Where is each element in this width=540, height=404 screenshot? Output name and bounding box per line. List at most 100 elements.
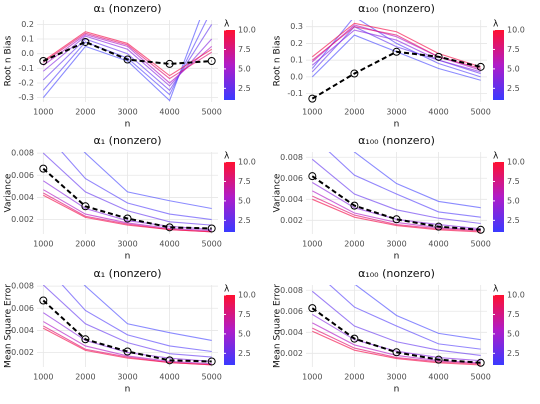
x-tick-label: 3000 <box>117 373 137 382</box>
colorbar-tick-label: 7.5 <box>507 177 520 186</box>
x-tick-label: 3000 <box>117 108 137 117</box>
y-tick-label: 0.002 <box>11 348 34 357</box>
y-tick-label: 0.002 <box>280 349 303 358</box>
colorbar <box>493 295 504 365</box>
y-tick-label: 0.1 <box>290 56 303 65</box>
colorbar-tick-label: 7.5 <box>238 310 251 319</box>
x-axis-label: n <box>125 252 131 262</box>
point <box>123 347 132 356</box>
y-axis-label: Variance <box>4 173 14 212</box>
colorbar <box>224 162 235 232</box>
colorbar-title: λ <box>493 20 499 30</box>
y-tick-label: 0.008 <box>11 149 34 158</box>
y-tick-label: 0.006 <box>11 304 34 313</box>
x-axis-label: n <box>394 252 400 262</box>
colorbar-tick-label: 5.0 <box>238 196 251 205</box>
x-tick-label: 4000 <box>159 373 179 382</box>
y-tick-label: 0.2 <box>21 20 34 29</box>
colorbar-tick-label: 2.5 <box>507 84 520 93</box>
point <box>350 334 359 343</box>
colorbar-tick-label: 2.5 <box>507 349 520 358</box>
series-line <box>312 182 481 230</box>
y-tick-label: 0.0 <box>21 49 34 58</box>
y-tick-label: 0.006 <box>280 307 303 316</box>
point <box>207 357 216 366</box>
x-tick-label: 4000 <box>159 108 179 117</box>
plot-area <box>42 20 213 102</box>
x-tick-label: 3000 <box>386 240 406 249</box>
colorbar-tick-label: 10.0 <box>238 26 256 35</box>
series-line <box>83 152 212 210</box>
y-tick-label: 0.0 <box>290 72 303 81</box>
series-line <box>311 50 481 100</box>
panel-title: α₁ (nonzero) <box>94 267 162 280</box>
y-axis-label: Mean Square Error <box>273 284 283 368</box>
y-tick-label: 0.008 <box>280 153 303 162</box>
x-tick-label: 1000 <box>33 373 53 382</box>
colorbar <box>493 162 504 232</box>
series-line <box>354 285 481 341</box>
series-line <box>312 198 481 233</box>
x-tick-label: 1000 <box>33 108 53 117</box>
y-tick-label: -0.3 <box>18 93 34 102</box>
colorbar-tick-label: 10.0 <box>238 291 256 300</box>
series-line <box>311 175 481 231</box>
series-line <box>43 321 212 365</box>
x-tick-label: 3000 <box>386 373 406 382</box>
panel-title: α₁₀₀ (nonzero) <box>358 2 435 15</box>
point <box>39 164 48 173</box>
colorbar-title: λ <box>224 285 230 295</box>
x-axis-label: n <box>394 120 400 130</box>
x-tick-label: 5000 <box>202 240 222 249</box>
colorbar-tick-label: 5.0 <box>238 329 251 338</box>
point <box>207 57 216 65</box>
x-axis-label: n <box>125 120 131 130</box>
series-line <box>311 307 481 364</box>
x-tick-label: 5000 <box>202 373 222 382</box>
panel: α₁₀₀ (nonzero) n Root n Bias -0.1 0.0 0.1 0.2 0… <box>273 2 525 130</box>
colorbar-tick-label: 2.5 <box>238 84 251 93</box>
y-tick-label: 0.1 <box>21 35 34 44</box>
series-line <box>311 158 481 225</box>
colorbar <box>224 30 235 100</box>
x-tick-label: 1000 <box>302 240 322 249</box>
x-tick-label: 2000 <box>75 373 95 382</box>
point <box>434 355 443 364</box>
y-tick-label: 0.006 <box>280 174 303 183</box>
y-tick-label: 0.004 <box>11 326 34 335</box>
colorbar-tick-label: 2.5 <box>238 349 251 358</box>
series-line <box>312 330 481 366</box>
panel: α₁ (nonzero) n Variance 0.002 0.004 0.006 0.00… <box>4 134 256 262</box>
point <box>392 348 401 357</box>
series-line <box>311 22 481 68</box>
panel-title: α₁ (nonzero) <box>94 134 162 147</box>
point <box>308 94 317 103</box>
series-line <box>42 285 212 358</box>
series-line <box>42 34 213 84</box>
point <box>207 224 216 233</box>
y-tick-label: 0.004 <box>280 328 303 337</box>
x-tick-label: 5000 <box>471 373 491 382</box>
y-tick-label: 0.004 <box>11 193 34 202</box>
point <box>81 37 90 46</box>
series-line <box>83 285 212 341</box>
colorbar-title: λ <box>493 285 499 295</box>
series-line <box>61 152 212 221</box>
series-line <box>311 29 481 73</box>
series-line <box>42 40 212 65</box>
colorbar-tick-label: 7.5 <box>507 45 520 54</box>
series-line <box>43 312 212 363</box>
colorbar-title: λ <box>493 152 499 162</box>
point <box>308 172 317 181</box>
point <box>434 52 443 61</box>
colorbar-tick-label: 10.0 <box>507 291 525 300</box>
point <box>165 59 174 68</box>
panel-title: α₁₀₀ (nonzero) <box>358 267 435 280</box>
point <box>81 335 90 344</box>
point <box>476 225 485 234</box>
colorbar-tick-label: 5.0 <box>507 329 520 338</box>
colorbar-title: λ <box>224 20 230 30</box>
colorbar-tick-label: 7.5 <box>507 310 520 319</box>
